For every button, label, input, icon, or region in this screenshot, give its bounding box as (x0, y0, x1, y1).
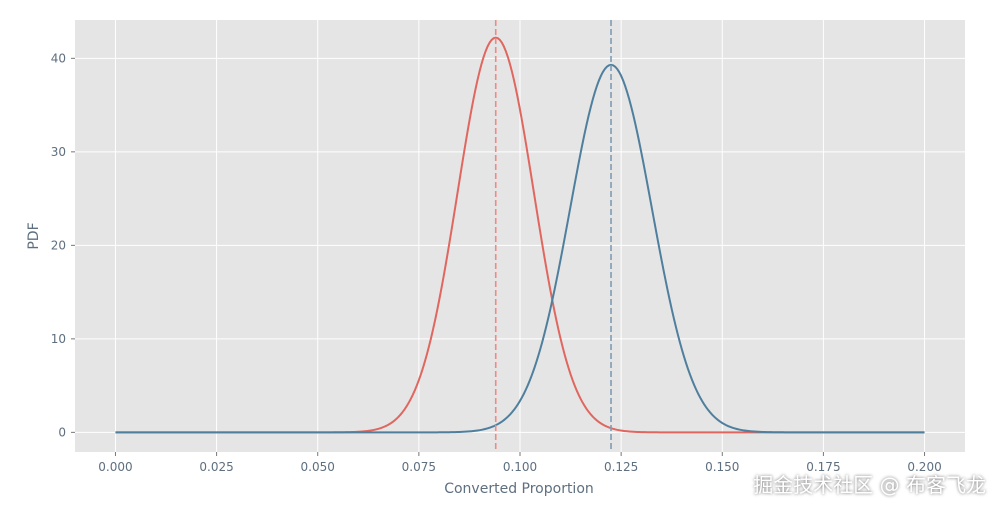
y-tick-label: 20 (51, 238, 66, 252)
y-tick-label: 0 (58, 425, 66, 439)
x-tick-label: 0.125 (604, 460, 638, 474)
x-tick-label: 0.025 (199, 460, 233, 474)
x-tick-label: 0.050 (301, 460, 335, 474)
pdf-curve-b (115, 63, 925, 434)
x-tick-label: 0.200 (907, 460, 941, 474)
x-tick-label: 0.100 (503, 460, 537, 474)
series (115, 20, 925, 452)
axis-ticks: 0.000 0.025 0.050 0.075 0.100 0.125 0.150 0.175… (51, 51, 942, 474)
x-tick-label: 0.175 (806, 460, 840, 474)
watermark: 掘金技术社区 @ 布客飞龙 (753, 473, 986, 497)
y-tick-label: 10 (51, 332, 66, 346)
x-tick-label: 0.000 (98, 460, 132, 474)
x-axis-label: Converted Proportion (444, 481, 594, 497)
y-tick-label: 30 (51, 145, 66, 159)
y-axis-label: PDF (26, 222, 42, 249)
x-tick-label: 0.075 (402, 460, 436, 474)
y-tick-label: 40 (51, 51, 66, 65)
x-tick-label: 0.150 (705, 460, 739, 474)
